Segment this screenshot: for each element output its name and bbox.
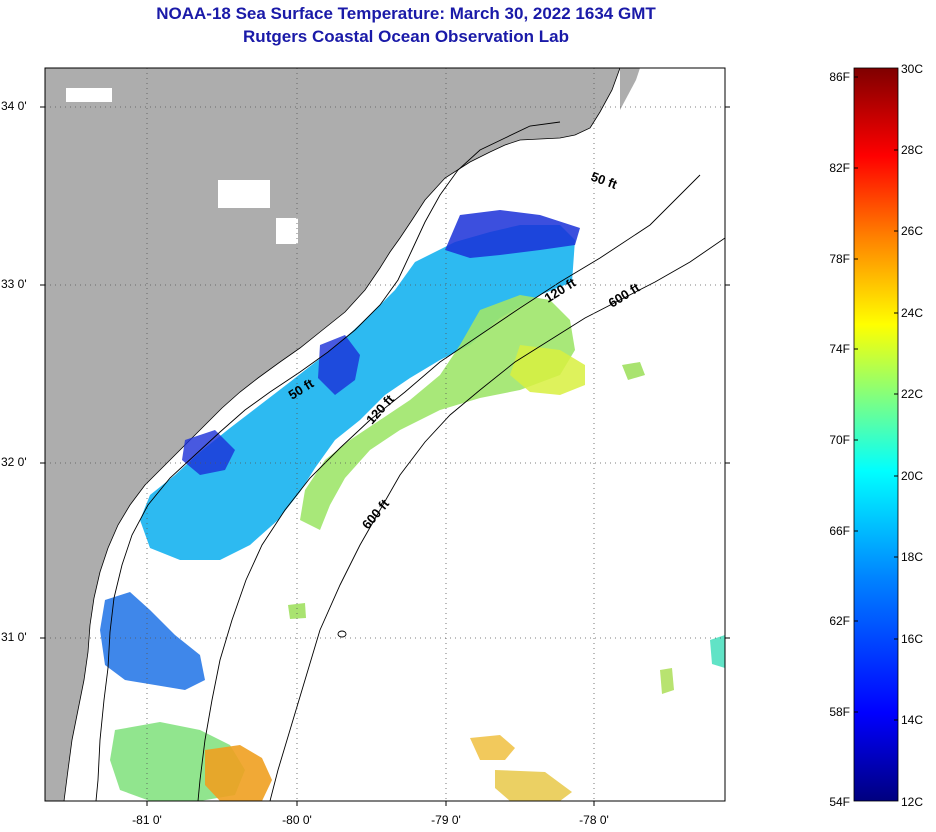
cloud-patch [276,218,298,244]
sst-patch-offshore [470,735,515,760]
land-mass [45,68,621,801]
sst-patch-offshore [495,770,572,801]
colorbar-celsius-labels: 30C 28C 26C 24C 22C 20C 18C 16C 14C 12C [901,62,923,809]
colorbar-f-label: 70F [829,433,850,447]
sst-patch-yellow [510,345,585,395]
sst-patch-offshore [710,635,725,668]
colorbar-c-label: 30C [901,62,923,76]
sst-patch-warm [300,295,575,530]
sst-patch-cool [140,225,575,560]
colorbar-c-label: 24C [901,306,923,320]
sst-patch-deep-blue [318,335,360,395]
colorbar-c-label: 14C [901,713,923,727]
colorbar-c-label: 12C [901,795,923,809]
lat-label: 31 0' [1,630,27,644]
map-subtitle: Rutgers Coastal Ocean Observation Lab [243,27,569,46]
sst-patch-offshore [622,362,645,380]
colorbar-c-label: 22C [901,387,923,401]
lon-label: -78 0' [579,813,609,827]
colorbar-f-label: 86F [829,70,850,84]
sst-patch-deep-blue [182,430,235,475]
map-frame [44,67,726,802]
colorbar-f-label: 62F [829,614,850,628]
colorbar-fahrenheit-labels: 86F 82F 78F 74F 70F 66F 62F 58F 54F [829,70,850,809]
map-title: NOAA-18 Sea Surface Temperature: March 3… [156,4,656,23]
lat-label: 34 0' [1,99,27,113]
colorbar-c-label: 20C [901,469,923,483]
colorbar-f-label: 54F [829,795,850,809]
lon-label: -80 0' [282,813,312,827]
grid-lines [45,68,725,801]
sst-patch-offshore [288,603,306,619]
land-fragment [620,68,640,110]
colorbar-c-label: 16C [901,632,923,646]
sst-patch-offshore [660,668,674,694]
seamount-contour [337,630,347,638]
lat-label: 33 0' [1,277,27,291]
isobath-50ft-line [95,121,561,801]
colorbar-f-label: 58F [829,705,850,719]
colorbar-f-label: 82F [829,161,850,175]
sst-patch-south-cool [100,592,205,690]
sst-patch-deep-blue [445,210,580,258]
colorbar-f-label: 74F [829,342,850,356]
colorbar-c-label: 26C [901,224,923,238]
lon-label: -79 0' [431,813,461,827]
colorbar-f-label: 78F [829,252,850,266]
lon-label: -81 0' [132,813,162,827]
colorbar-c-label: 28C [901,143,923,157]
colorbar-ticks [854,76,898,721]
cloud-patch [218,180,270,208]
cloud-patch [66,88,112,102]
sst-patch-south-warm [205,745,272,801]
axis-ticks [40,106,730,806]
isobath-600ft-line [269,237,725,801]
colorbar-f-label: 66F [829,524,850,538]
colorbar-c-label: 18C [901,550,923,564]
colorbar [853,67,899,802]
lat-label: 32 0' [1,455,27,469]
